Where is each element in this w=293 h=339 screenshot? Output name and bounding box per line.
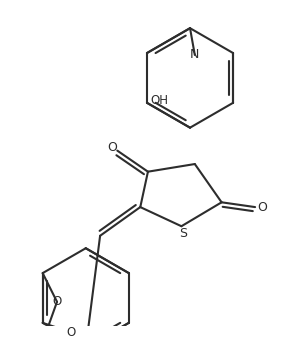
Text: OH: OH bbox=[151, 94, 169, 107]
Text: O: O bbox=[67, 326, 76, 339]
Text: N: N bbox=[190, 48, 200, 61]
Text: O: O bbox=[108, 141, 117, 154]
Text: S: S bbox=[179, 227, 187, 240]
Text: O: O bbox=[257, 201, 267, 214]
Text: O: O bbox=[52, 295, 62, 308]
